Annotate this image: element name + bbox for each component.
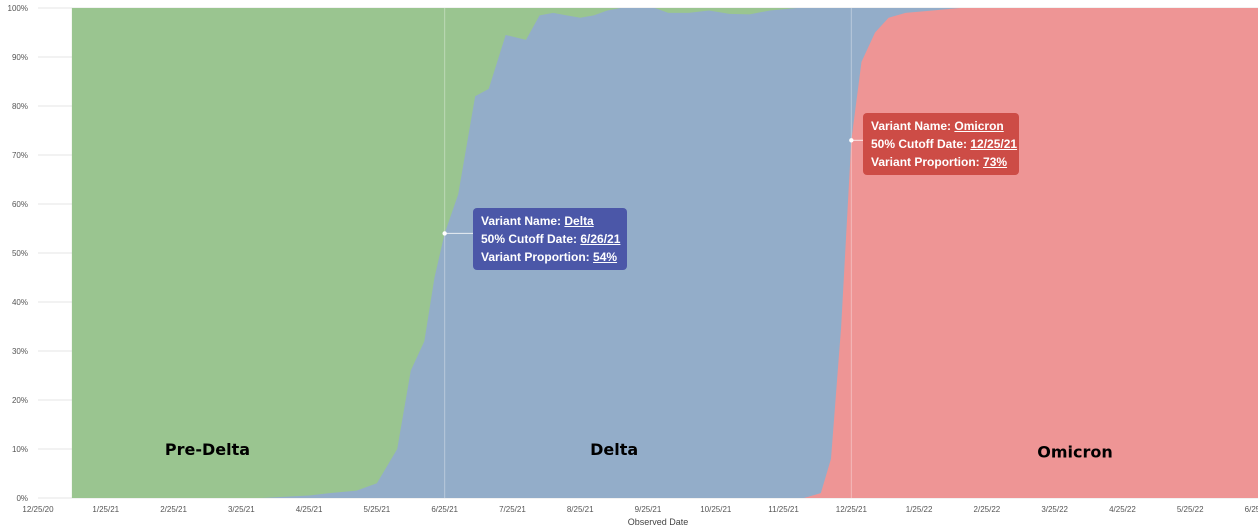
delta-tooltip: Variant Name: Delta 50% Cutoff Date: 6/2… bbox=[473, 208, 627, 270]
x-tick-label-6-25-21: 6/25/21 bbox=[431, 505, 458, 514]
y-tick-label-90: 90% bbox=[12, 53, 28, 62]
omicron-date-value[interactable]: 12/25/21 bbox=[970, 137, 1018, 151]
x-tick-label-10-25-21: 10/25/21 bbox=[700, 505, 732, 514]
x-tick-label-7-25-21: 7/25/21 bbox=[499, 505, 526, 514]
x-tick-label-5-25-22: 5/25/22 bbox=[1177, 505, 1204, 514]
x-tick-label-9-25-21: 9/25/21 bbox=[635, 505, 662, 514]
area-label-omicron: Omicron bbox=[1037, 442, 1113, 461]
y-tick-label-20: 20% bbox=[12, 396, 28, 405]
omicron-tooltip: Variant Name: Omicron 50% Cutoff Date: 1… bbox=[863, 113, 1019, 175]
x-tick-label-11-25-21: 11/25/21 bbox=[768, 505, 799, 514]
omicron-point[interactable] bbox=[849, 138, 854, 143]
omicron-tooltip-prop-row: Variant Proportion: 73% bbox=[871, 153, 1011, 171]
delta-tooltip-date-row: 50% Cutoff Date: 6/26/21 bbox=[481, 230, 621, 248]
omicron-prop-value[interactable]: 73% bbox=[983, 155, 1008, 169]
delta-point[interactable] bbox=[442, 231, 447, 236]
delta-date-value[interactable]: 6/26/21 bbox=[580, 232, 621, 246]
x-tick-label-1-25-21: 1/25/21 bbox=[92, 505, 119, 514]
omicron-name-label: Variant Name: bbox=[871, 119, 952, 133]
x-tick-label-1-25-22: 1/25/22 bbox=[906, 505, 933, 514]
x-tick-label-8-25-21: 8/25/21 bbox=[567, 505, 594, 514]
x-tick-label-5-25-21: 5/25/21 bbox=[364, 505, 391, 514]
x-tick-label-2-25-22: 2/25/22 bbox=[974, 505, 1001, 514]
x-tick-label-2-25-21: 2/25/21 bbox=[160, 505, 187, 514]
delta-tooltip-name-row: Variant Name: Delta bbox=[481, 212, 619, 230]
omicron-tooltip-name-row: Variant Name: Omicron bbox=[871, 117, 1011, 135]
x-axis-title: Observed Date bbox=[628, 517, 689, 527]
y-tick-label-80: 80% bbox=[12, 102, 28, 111]
y-tick-label-10: 10% bbox=[12, 445, 28, 454]
annotation-markers bbox=[442, 8, 863, 498]
y-tick-label-70: 70% bbox=[12, 151, 28, 160]
x-tick-label-4-25-22: 4/25/22 bbox=[1109, 505, 1136, 514]
y-tick-label-40: 40% bbox=[12, 298, 28, 307]
y-tick-label-100: 100% bbox=[8, 4, 28, 13]
y-tick-label-60: 60% bbox=[12, 200, 28, 209]
delta-date-label: 50% Cutoff Date: bbox=[481, 232, 578, 246]
y-tick-label-50: 50% bbox=[12, 249, 28, 258]
omicron-tooltip-date-row: 50% Cutoff Date: 12/25/21 bbox=[871, 135, 1017, 153]
delta-name-label: Variant Name: bbox=[481, 214, 562, 228]
x-tick-label-4-25-21: 4/25/21 bbox=[296, 505, 323, 514]
delta-tooltip-prop-row: Variant Proportion: 54% bbox=[481, 248, 619, 266]
area-labels: Pre-Delta Delta Omicron bbox=[165, 440, 1113, 461]
delta-name-value[interactable]: Delta bbox=[564, 214, 594, 228]
omicron-date-label: 50% Cutoff Date: bbox=[871, 137, 968, 151]
y-tick-label-30: 30% bbox=[12, 347, 28, 356]
omicron-name-value[interactable]: Omicron bbox=[954, 119, 1004, 133]
area-series bbox=[71, 8, 1258, 498]
x-tick-label-3-25-21: 3/25/21 bbox=[228, 505, 255, 514]
x-tick-label-3-25-22: 3/25/22 bbox=[1041, 505, 1068, 514]
omicron-prop-label: Variant Proportion: bbox=[871, 155, 980, 169]
area-label-pre-delta: Pre-Delta bbox=[165, 440, 250, 459]
x-tick-label-12-25-21: 12/25/21 bbox=[836, 505, 868, 514]
area-label-delta: Delta bbox=[590, 440, 638, 459]
y-axis-ticks: 0% 10% 20% 30% 40% 50% 60% 70% 80% 90% 100% bbox=[8, 4, 28, 503]
delta-prop-label: Variant Proportion: bbox=[481, 250, 590, 264]
x-tick-label-6-25-22: 6/25/22 bbox=[1245, 505, 1258, 514]
y-tick-label-0: 0% bbox=[16, 494, 28, 503]
delta-prop-value[interactable]: 54% bbox=[593, 250, 618, 264]
x-axis-ticks: 12/25/20 1/25/21 2/25/21 3/25/21 4/25/21 5/25… bbox=[22, 505, 1258, 514]
x-tick-label-12-25-20: 12/25/20 bbox=[22, 505, 54, 514]
